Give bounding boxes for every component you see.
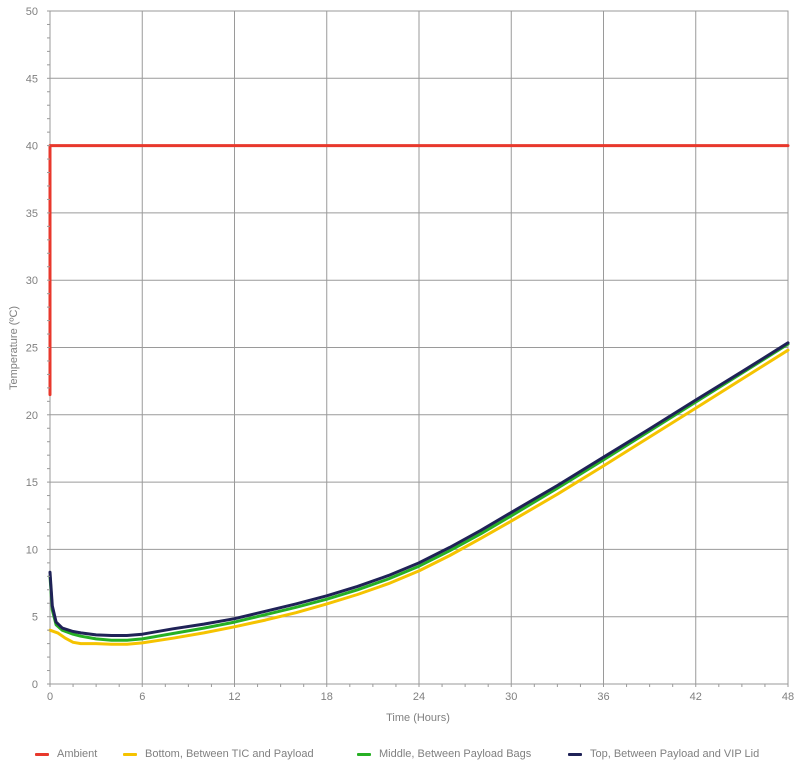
y-tick-label: 45 [26,73,38,85]
x-tick-label: 48 [782,691,794,703]
tick-labels: 0 6 12 18 24 30 36 42 48 0 5 10 15 20 25 30 35 40 45 50 [26,6,794,703]
legend-label: Bottom, Between TIC and Payload [145,748,314,760]
legend-label: Ambient [57,748,98,760]
x-tick-label: 0 [47,691,53,703]
axes [47,10,789,687]
series-line-middle-between-payload-bags [48,342,790,642]
legend-swatch [123,752,137,756]
y-tick-label: 35 [26,208,38,220]
x-tick-label: 12 [228,691,240,703]
legend-item[interactable]: Middle, Between Payload Bags [357,748,531,760]
series-line-bottom-between-tic-and-payload [48,348,790,646]
y-tick-label: 20 [26,410,38,422]
y-tick-label: 15 [26,477,38,489]
legend-item[interactable]: Top, Between Payload and VIP Lid [568,748,759,760]
x-tick-label: 42 [690,691,702,703]
grid [49,10,789,685]
y-tick-label: 40 [26,141,38,153]
legend-label: Middle, Between Payload Bags [379,748,532,760]
series-line-top-between-payload-and-vip-lid [48,341,790,637]
y-tick-label: 25 [26,343,38,355]
x-tick-label: 6 [139,691,145,703]
x-tick-label: 24 [413,691,425,703]
legend-swatch [35,752,49,756]
legend-swatch [357,752,371,756]
legend-swatch [568,752,582,756]
y-tick-label: 50 [26,6,38,18]
y-tick-label: 0 [32,679,38,691]
y-tick-label: 10 [26,544,38,556]
line-chart: 0 6 12 18 24 30 36 42 48 0 5 10 15 20 25 30 35 40 45 50 Tim… [8,6,794,724]
x-tick-label: 30 [505,691,517,703]
x-tick-label: 18 [321,691,333,703]
legend: Ambient Bottom, Between TIC and Payload Mi… [0,744,806,766]
x-tick-label: 36 [597,691,609,703]
legend-item[interactable]: Ambient [35,748,97,760]
legend-item[interactable]: Bottom, Between TIC and Payload [123,748,314,760]
y-tick-label: 5 [32,612,38,624]
y-tick-label: 30 [26,275,38,287]
legend-label: Top, Between Payload and VIP Lid [590,748,760,760]
y-axis-title: Temperature (ºC) [8,306,20,390]
x-axis-title: Time (Hours) [386,712,450,724]
